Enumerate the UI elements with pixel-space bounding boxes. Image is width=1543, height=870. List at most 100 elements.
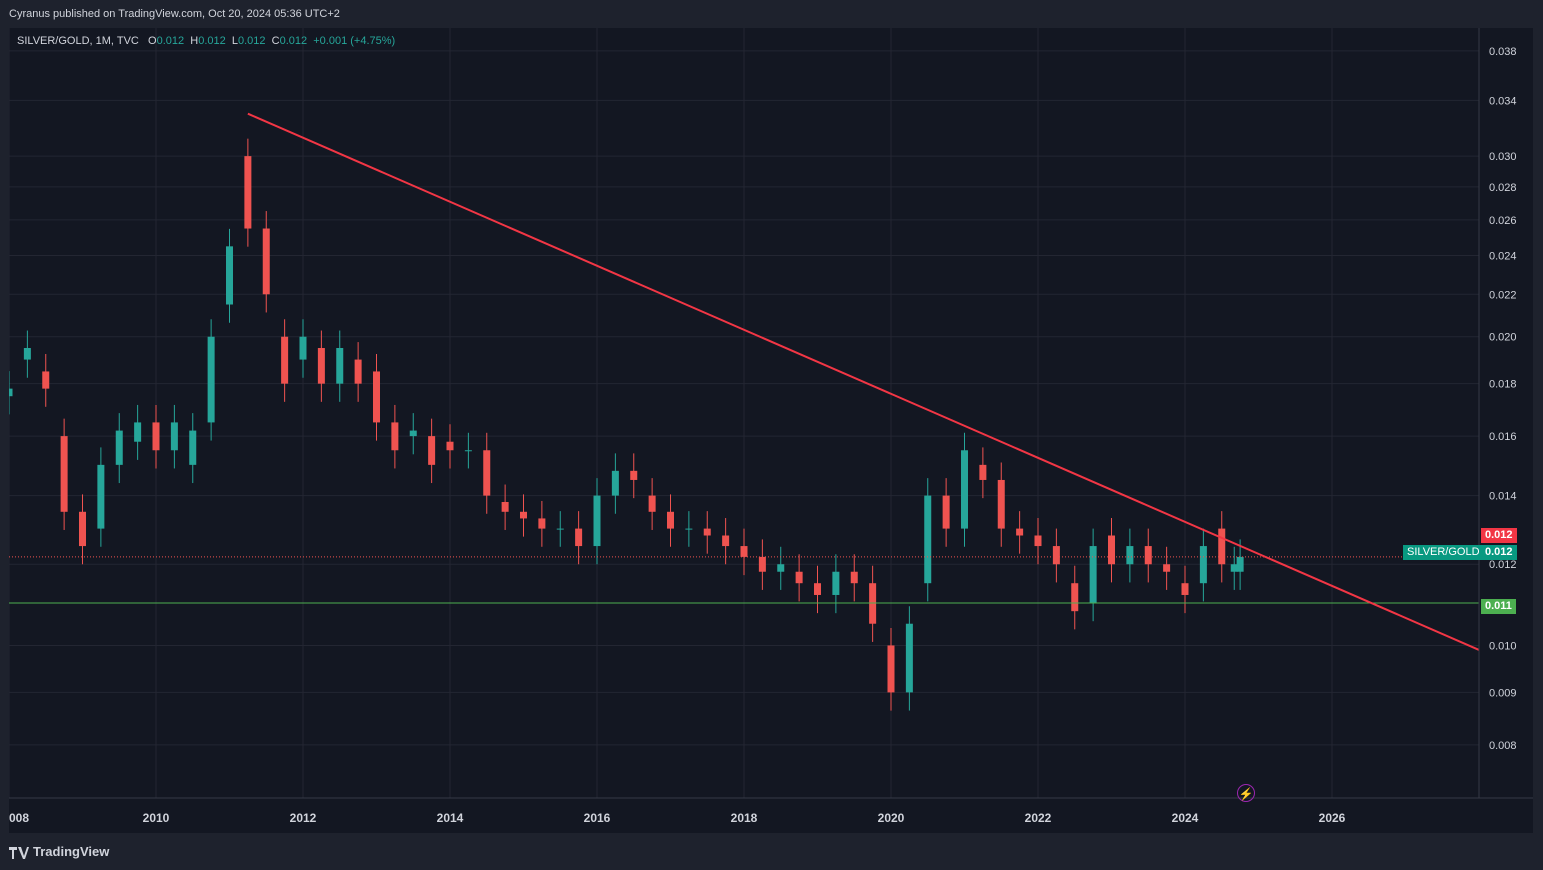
candle-body <box>703 528 711 536</box>
candle-body <box>483 450 491 496</box>
time-tick-label: 2014 <box>437 811 464 825</box>
candle-body <box>1181 583 1189 595</box>
candle-body <box>520 511 527 519</box>
price-tick-label: 0.018 <box>1489 379 1517 391</box>
symbol-badge[interactable]: SILVER/GOLD <box>1403 545 1484 560</box>
candle-body <box>740 546 748 557</box>
price-tick-label: 0.028 <box>1489 182 1517 194</box>
candle-body <box>722 535 730 547</box>
symbol-legend[interactable]: SILVER/GOLD, 1M, TVC O0.012 H0.012 L0.01… <box>17 35 395 47</box>
price-badge-red-text: 0.012 <box>1485 529 1513 541</box>
candle-body <box>189 430 197 465</box>
price-tick-label: 0.034 <box>1489 95 1517 107</box>
candle-body <box>1108 535 1115 565</box>
candle-body <box>758 556 766 572</box>
candle-body <box>97 464 105 529</box>
candle-body <box>373 371 380 423</box>
candle-body <box>428 436 436 465</box>
candle-body <box>1089 546 1097 604</box>
lightning-icon[interactable]: ⚡ <box>1237 784 1255 802</box>
candle-body <box>152 422 160 451</box>
candle-body <box>207 336 215 423</box>
price-tick-label: 0.010 <box>1489 640 1517 652</box>
candle-body <box>281 336 289 384</box>
tradingview-logo-icon <box>9 846 29 859</box>
price-axis: 0.038 0.034 0.030 0.028 0.026 0.024 0.022 0.020… <box>1478 28 1517 798</box>
price-tick-label: 0.030 <box>1489 151 1517 163</box>
time-axis: 008 2010 2012 2014 2016 2018 2020 2022 2024 2026 <box>9 797 1533 825</box>
candle-body <box>170 422 178 451</box>
legend-high-label: H <box>190 35 199 47</box>
legend-symbol[interactable]: SILVER/GOLD, 1M, TVC <box>17 35 139 47</box>
chart-grid <box>9 28 1479 798</box>
support-badge-text: 0.011 <box>1485 600 1512 612</box>
candle-body <box>667 511 674 529</box>
candle-body <box>942 495 950 529</box>
time-tick-label: 2018 <box>731 811 758 825</box>
candle-body <box>115 430 123 465</box>
candle-body <box>226 246 233 305</box>
time-tick-label: 2024 <box>1172 811 1199 825</box>
price-tick-label: 0.020 <box>1489 332 1517 344</box>
tradingview-logo[interactable]: TradingView <box>9 844 109 859</box>
candle-body <box>1052 546 1060 565</box>
price-tick-label: 0.008 <box>1489 740 1517 752</box>
time-tick-label: 2016 <box>584 811 611 825</box>
chart-pane[interactable] <box>9 28 1533 833</box>
candle-body <box>905 623 913 693</box>
candle-body <box>1163 564 1171 572</box>
candle-body <box>1199 546 1207 584</box>
candle-body <box>244 156 252 229</box>
candle-body <box>1236 556 1244 572</box>
candle-body <box>409 430 417 437</box>
candle-body <box>299 336 307 360</box>
candles-layer <box>9 138 1244 711</box>
tradingview-logo-text: TradingView <box>33 844 110 859</box>
candle-body <box>630 470 638 480</box>
symbol-badge-text: SILVER/GOLD <box>1407 546 1480 558</box>
candle-body <box>501 501 509 512</box>
published-by-text: Cyranus published on TradingView.com, Oc… <box>9 8 340 20</box>
candle-body <box>1071 583 1079 612</box>
candle-body <box>391 422 399 451</box>
candle-body <box>979 464 987 480</box>
price-badge-green: 0.012 <box>1481 545 1517 560</box>
candle-body <box>1144 546 1152 565</box>
candle-body <box>777 564 785 572</box>
candle-body <box>1126 546 1134 565</box>
price-tick-label: 0.009 <box>1489 687 1517 699</box>
candle-body <box>887 645 895 693</box>
price-tick-label: 0.026 <box>1489 215 1517 227</box>
price-chart[interactable]: 0.038 0.034 0.030 0.028 0.026 0.024 0.022 0.020… <box>9 28 1533 833</box>
candle-body <box>611 470 619 496</box>
price-tick-label: 0.014 <box>1489 491 1517 503</box>
support-badge: 0.011 <box>1481 599 1516 614</box>
candle-body <box>575 528 583 547</box>
candle-body <box>1016 528 1024 536</box>
price-badge-green-text: 0.012 <box>1485 546 1513 558</box>
candle-body <box>832 571 840 595</box>
header-bar: Cyranus published on TradingView.com, Oc… <box>0 0 1543 28</box>
candle-body <box>60 436 68 512</box>
price-tick-label: 0.024 <box>1489 251 1517 263</box>
candle-body <box>79 511 86 547</box>
candle-body <box>1034 535 1042 547</box>
candle-body <box>961 450 968 529</box>
price-tick-label: 0.038 <box>1489 46 1517 58</box>
legend-low-value: 0.012 <box>237 35 266 47</box>
time-tick-label: 2026 <box>1319 811 1346 825</box>
legend-high-value: 0.012 <box>198 35 226 47</box>
legend-open-label: O <box>148 35 157 47</box>
candle-body <box>814 583 821 595</box>
legend-close-value: 0.012 <box>279 35 308 47</box>
overlays-layer <box>9 112 1480 651</box>
candle-body <box>1218 528 1226 565</box>
time-tick-label: 008 <box>9 811 29 825</box>
candle-body <box>795 571 803 584</box>
candle-body <box>134 422 142 442</box>
price-tick-label: 0.012 <box>1489 559 1517 571</box>
legend-low-label: L <box>231 35 238 47</box>
legend-close-label: C <box>271 35 280 47</box>
trend-line <box>247 112 1480 651</box>
price-tick-label: 0.022 <box>1489 289 1517 301</box>
